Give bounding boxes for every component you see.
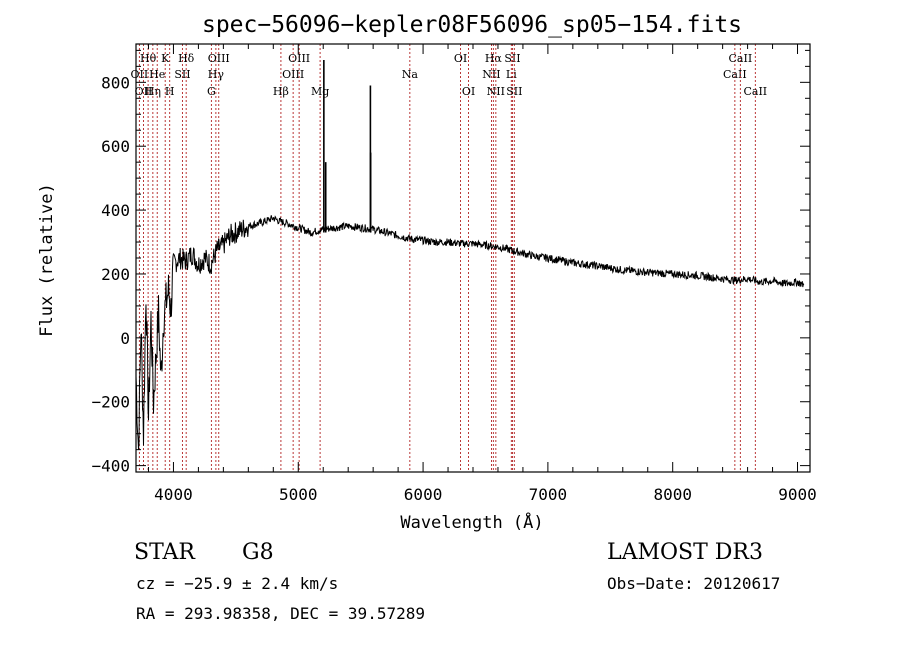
- line-marker-label-11: OIII: [208, 52, 230, 65]
- line-marker-label-15: Mg: [311, 85, 329, 98]
- line-marker-label-25: CaII: [723, 68, 747, 81]
- axes: 4000 5000 6000 7000 8000 9000 −400 −200 0 200 400 6…: [91, 44, 817, 504]
- y-tick-label-0: −400: [91, 457, 130, 476]
- object-class: STAR: [134, 540, 195, 565]
- y-tick-label-5: 600: [101, 137, 130, 156]
- spectrum: [135, 59, 805, 450]
- obs-date: Obs−Date: 20120617: [607, 574, 781, 593]
- y-tick-label-6: 800: [101, 73, 130, 92]
- line-marker-label-13: OIII: [282, 68, 304, 81]
- line-marker-label-20: Hα: [485, 52, 503, 65]
- line-marker-label-9: G: [207, 85, 216, 98]
- redshift-cz: cz = −25.9 ± 2.4 km/s: [136, 574, 339, 593]
- subclass: G8: [242, 540, 274, 565]
- line-marker-label-27: CaII: [743, 85, 767, 98]
- line-marker-label-2: Hθ: [140, 52, 157, 65]
- x-tick-label-5: 9000: [778, 485, 817, 504]
- line-marker-label-4: He: [149, 68, 165, 81]
- line-marker-label-19: NII: [482, 68, 500, 81]
- line-marker-label-8: Hδ: [178, 52, 195, 65]
- line-marker-label-0: OII: [131, 68, 149, 81]
- line-marker-label-21: NII: [487, 85, 505, 98]
- y-tick-label-1: −200: [91, 393, 130, 412]
- plot-frame: [135, 43, 811, 473]
- line-marker-label-5: K: [161, 52, 170, 65]
- x-axis-label: Wavelength (Å): [400, 511, 543, 533]
- x-tick-label-0: 4000: [154, 485, 193, 504]
- y-tick-label-3: 200: [101, 265, 130, 284]
- line-marker-label-12: Hβ: [273, 85, 289, 98]
- y-tick-label-2: 0: [120, 329, 130, 348]
- line-marker-label-6: H: [165, 85, 175, 98]
- spectrum-line: [135, 215, 805, 450]
- line-marker-label-22: Li: [506, 68, 517, 81]
- x-tick-label-2: 6000: [404, 485, 443, 504]
- line-markers: OIIOIIHθHηHeKHSIIHδGHγOIIIHβOIIIOIIIMgNa…: [131, 44, 767, 472]
- x-tick-label-3: 7000: [529, 485, 568, 504]
- line-marker-label-7: SII: [174, 68, 190, 81]
- chart-title: spec−56096−kepler08F56096_sp05−154.fits: [202, 12, 742, 38]
- x-tick-label-4: 8000: [653, 485, 692, 504]
- line-marker-label-24: SII: [506, 85, 522, 98]
- line-marker-label-23: SII: [504, 52, 520, 65]
- line-marker-label-16: Na: [402, 68, 419, 81]
- line-marker-label-3: Hη: [145, 85, 161, 98]
- line-marker-label-17: OI: [454, 52, 467, 65]
- coordinates: RA = 293.98358, DEC = 39.57289: [136, 604, 425, 623]
- x-tick-label-1: 5000: [279, 485, 318, 504]
- line-marker-label-10: Hγ: [208, 68, 225, 81]
- line-marker-label-18: OI: [462, 85, 475, 98]
- line-marker-label-14: OIII: [288, 52, 310, 65]
- survey-name: LAMOST DR3: [607, 540, 763, 565]
- line-marker-label-26: CaII: [729, 52, 753, 65]
- y-axis-label: Flux (relative): [37, 183, 57, 337]
- y-tick-label-4: 400: [101, 201, 130, 220]
